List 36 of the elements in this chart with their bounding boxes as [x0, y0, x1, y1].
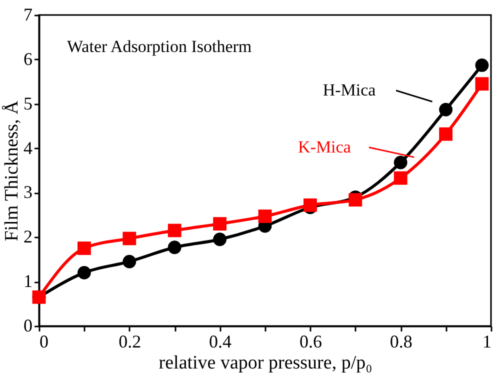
y-tick-label: 0: [24, 316, 32, 336]
point: [77, 266, 91, 280]
point: [439, 102, 453, 116]
point: [439, 127, 453, 141]
point: [258, 210, 272, 223]
y-tick-label: 6: [24, 48, 32, 69]
x-tick-label: 0: [40, 332, 48, 352]
point: [168, 240, 182, 254]
x-tick-label: 0.8: [390, 332, 412, 352]
y-tick-label: 4: [24, 138, 32, 158]
point: [213, 217, 227, 231]
point: [475, 58, 489, 72]
point: [348, 193, 362, 207]
y-tick-label: 5: [24, 93, 32, 114]
x-tick-label: 0.6: [299, 332, 322, 352]
point: [122, 232, 136, 246]
point: [122, 254, 136, 268]
point: [475, 77, 489, 91]
y-tick-label: 3: [24, 182, 32, 202]
x-axis-title: relative vapor pressure, p/p₀: [158, 352, 372, 374]
x-tick-label: 0.2: [118, 332, 142, 352]
x-tick-label: 1: [482, 332, 492, 352]
point: [394, 156, 408, 170]
point: [303, 198, 317, 212]
annotation: Water Adsorption Isotherm: [67, 37, 252, 56]
legend-label: K-Mica: [298, 137, 352, 156]
y-tick-label: 7: [24, 4, 32, 24]
y-tick-label: 1: [24, 271, 32, 292]
y-axis-title: Film Thickness, Å: [2, 100, 22, 242]
x-tick-label: 0.4: [209, 332, 232, 352]
y-tick-label: 2: [24, 226, 32, 247]
point: [394, 171, 408, 185]
legend-label: H-Mica: [322, 80, 376, 100]
point: [213, 232, 227, 246]
point: [168, 224, 182, 238]
point: [77, 242, 91, 255]
